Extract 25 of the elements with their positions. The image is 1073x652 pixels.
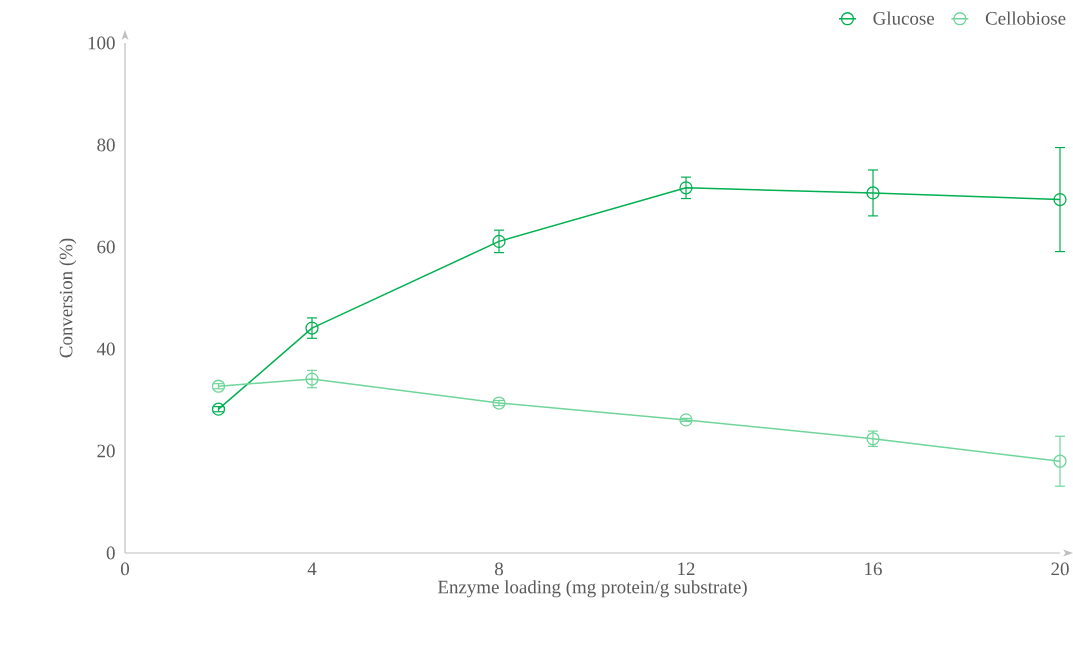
point <box>492 234 506 249</box>
x-tick-label: 20 <box>1051 562 1069 576</box>
x-axis-title: Enzyme loading (mg protein/g substrate) <box>437 580 747 598</box>
point <box>211 379 226 393</box>
point <box>1053 454 1067 468</box>
y-tick-label: 60 <box>97 240 115 254</box>
point <box>679 413 693 427</box>
point <box>211 402 226 416</box>
point <box>866 186 880 200</box>
legend-label: Cellobiose <box>985 11 1066 25</box>
x-tick-label: 4 <box>307 562 317 575</box>
legend-label: Glucose <box>873 11 935 25</box>
x-tick-label: 8 <box>494 562 504 576</box>
x-tick-label: 12 <box>678 562 695 576</box>
y-axis-title: Conversion (%) <box>59 238 77 358</box>
point <box>1053 192 1067 207</box>
x-tick-label: 0 <box>120 562 129 576</box>
y-tick-label: 100 <box>88 36 115 50</box>
point <box>679 181 693 195</box>
y-tick-label: 80 <box>97 138 115 152</box>
point <box>305 321 319 335</box>
x-tick-label: 16 <box>865 562 882 576</box>
y-tick-label: 20 <box>97 444 115 458</box>
y-tick-label: 40 <box>96 342 115 356</box>
y-tick-label: 0 <box>106 546 115 560</box>
